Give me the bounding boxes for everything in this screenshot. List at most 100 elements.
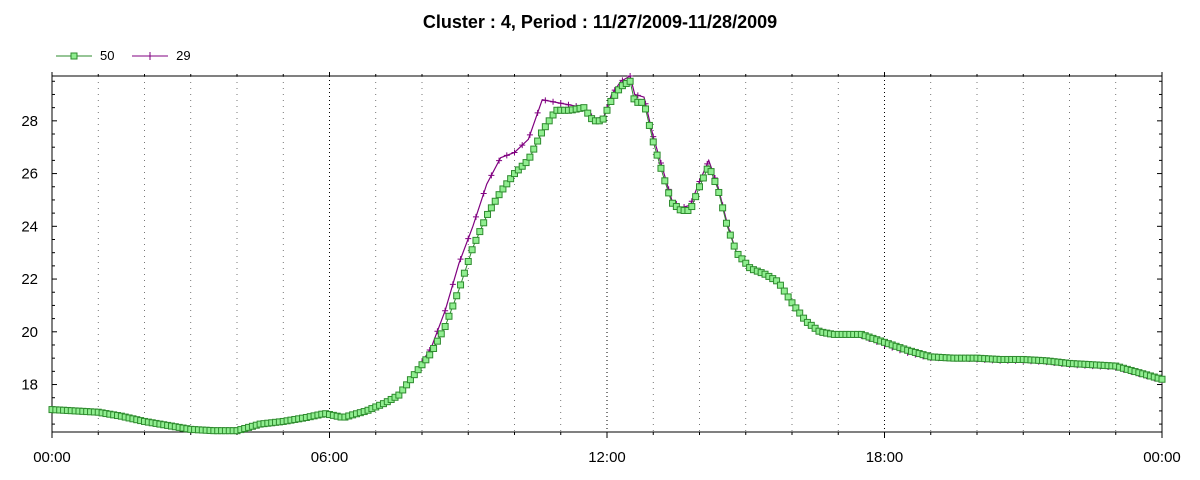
series-50-point: [642, 105, 650, 113]
series-50-point: [657, 164, 665, 172]
legend-item-series-50: 50: [56, 48, 114, 63]
series-29-point: [480, 190, 487, 197]
series-29-point: [465, 235, 472, 242]
series-50-point: [437, 330, 445, 338]
series-29-point: [634, 92, 641, 99]
series-50-point: [780, 287, 788, 295]
series-50-point: [418, 361, 426, 369]
series-50-point: [776, 281, 784, 289]
series-50-point: [707, 168, 715, 176]
series-50-point: [449, 302, 457, 310]
series-50-point: [584, 109, 592, 117]
series-50-point: [599, 115, 607, 123]
series-50-point: [511, 170, 518, 178]
x-tick-label: 00:00: [1143, 449, 1181, 466]
x-tick-label: 18:00: [866, 449, 904, 466]
y-tick-label: 28: [21, 113, 38, 130]
x-tick-label: 12:00: [588, 449, 626, 466]
series-50-point: [395, 391, 403, 399]
y-tick-label: 26: [21, 166, 38, 183]
square-marker-icon: [56, 52, 92, 59]
series-50-point: [499, 185, 507, 193]
series-29-point: [449, 281, 456, 288]
series-50-point: [734, 250, 742, 258]
series-50-point: [441, 323, 449, 331]
series-50-point: [730, 242, 738, 250]
series-50-point: [645, 121, 653, 129]
series-50-point: [661, 177, 669, 185]
series-50-point: [699, 174, 707, 182]
legend-label-series-50: 50: [100, 48, 115, 63]
x-tick-label: 06:00: [311, 449, 349, 466]
series-50-point: [522, 159, 530, 167]
y-tick-label: 24: [21, 218, 38, 235]
series-50-point: [518, 162, 526, 170]
series-50-point: [503, 180, 511, 188]
series-50-point: [696, 183, 703, 191]
series-50-point: [611, 91, 619, 99]
y-tick-label: 20: [21, 324, 38, 341]
series-50-point: [430, 344, 438, 352]
legend-item-series-29: 29: [132, 48, 191, 63]
series-50-point: [692, 193, 700, 201]
series-29-point: [511, 149, 518, 156]
series-50-point: [711, 177, 719, 185]
series-50-point: [526, 153, 534, 161]
series-50-point: [684, 206, 692, 214]
series-50-point: [649, 138, 657, 146]
series-29-point: [565, 101, 572, 108]
series-50-point: [534, 137, 542, 145]
series-50-point: [537, 129, 545, 137]
series-50-point: [406, 376, 414, 384]
series-50-point: [545, 117, 553, 125]
series-50-point: [468, 246, 476, 254]
series-50-point: [541, 123, 549, 131]
series-50-point: [495, 191, 503, 199]
series-50-point: [464, 257, 472, 265]
series-50-point: [580, 104, 588, 112]
series-50-point: [414, 366, 422, 374]
series-29-point: [442, 307, 449, 314]
series-50-point: [788, 299, 796, 307]
series-29-point: [496, 157, 503, 164]
series-29-point: [503, 152, 510, 159]
series-29-line: [51, 75, 1163, 432]
series-50-point: [603, 106, 611, 114]
series-50-point: [796, 309, 804, 317]
series-50-point: [784, 293, 792, 301]
series-50-point: [549, 111, 557, 119]
series-50-point: [472, 236, 480, 244]
series-50-point: [738, 255, 746, 263]
series-50-point: [410, 371, 418, 379]
series-50-point: [688, 203, 696, 211]
series-50-point: [476, 228, 484, 236]
series-50-point: [484, 210, 492, 218]
series-29-point: [488, 172, 495, 179]
series-50-point: [457, 281, 465, 289]
series-29-point: [472, 213, 479, 220]
series-50-point: [653, 151, 661, 159]
series-50-point: [453, 292, 461, 300]
series-29-point: [526, 131, 533, 138]
series-50-point: [399, 386, 407, 394]
series-50-point: [507, 175, 515, 183]
plot-frame: [51, 75, 1163, 433]
chart-title: Cluster : 4, Period : 11/27/2009-11/28/2…: [422, 12, 778, 32]
series-50-point: [433, 337, 441, 345]
plus-marker-icon: [132, 51, 169, 60]
y-tick-label: 22: [21, 271, 38, 288]
series-50-point: [715, 188, 723, 196]
series-29-point: [457, 256, 464, 263]
series-50-point: [445, 312, 453, 320]
series-50-point: [607, 97, 615, 105]
series-50-point: [630, 95, 638, 103]
series-50-point: [1158, 375, 1166, 383]
series-29-point: [550, 98, 557, 105]
series-50-point: [491, 197, 499, 205]
legend: 50 29: [56, 48, 205, 68]
series-50-point: [514, 166, 522, 174]
x-tick-label: 00:00: [33, 449, 71, 466]
series-29-point: [534, 109, 541, 116]
series-50-point: [800, 314, 808, 322]
